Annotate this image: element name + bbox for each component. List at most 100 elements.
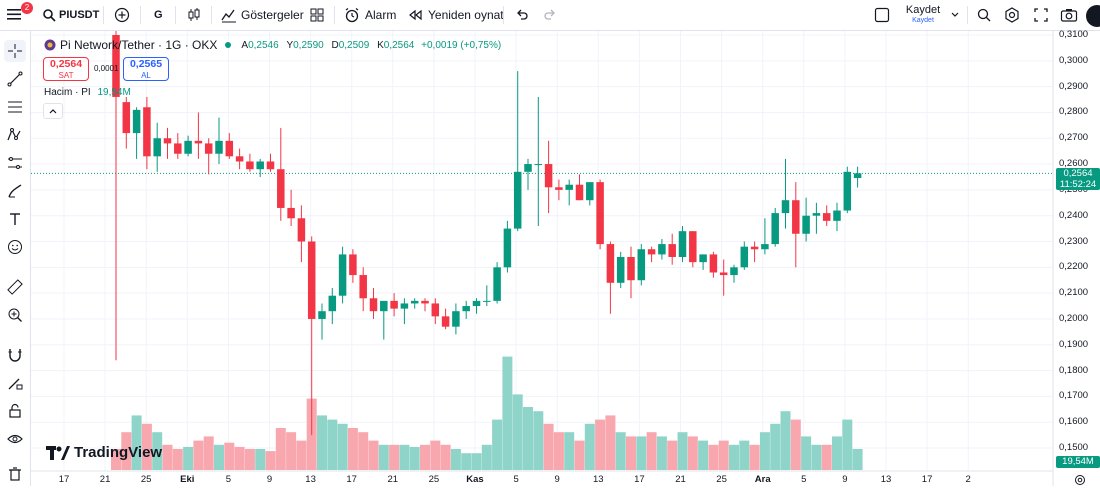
stay-drawing-tool[interactable]	[4, 372, 26, 394]
indicators-button[interactable]: Göstergeler	[221, 0, 304, 31]
volume-bar	[368, 440, 379, 470]
delete-tool[interactable]	[4, 463, 26, 485]
volume-bar	[275, 428, 286, 470]
volume-bar	[770, 423, 781, 470]
candle-body	[689, 231, 697, 263]
candle-body	[822, 213, 831, 221]
user-avatar[interactable]	[1086, 5, 1100, 27]
volume-bar	[183, 446, 194, 470]
indicators-icon	[221, 9, 236, 23]
settings-button[interactable]	[1004, 0, 1020, 31]
buy-button[interactable]: 0,2565 AL	[123, 57, 169, 81]
time-tick-label: Ara	[754, 474, 771, 485]
volume-bar	[780, 411, 791, 470]
sell-button[interactable]: 0,2564 SAT	[43, 57, 89, 81]
volume-bar	[152, 432, 163, 470]
symbol-label: PIUSDT	[59, 9, 100, 21]
time-tick-label: 5	[225, 474, 232, 485]
replay-button[interactable]: Yeniden oynat	[408, 0, 504, 31]
candle-body	[555, 187, 563, 190]
volume-bar	[739, 440, 750, 470]
save-dropdown-button[interactable]	[950, 0, 960, 31]
measure-tool[interactable]	[4, 276, 26, 298]
candles-icon	[188, 8, 200, 21]
collapse-legend-button[interactable]	[43, 103, 63, 119]
candle-body	[143, 107, 151, 157]
emoji-tool[interactable]	[4, 236, 26, 258]
indicators-label: Göstergeler	[241, 8, 304, 22]
fib-tool[interactable]	[4, 96, 26, 118]
brush-tool[interactable]	[4, 180, 26, 202]
last-price-badge: 0,2564 11:52:24	[1056, 168, 1100, 190]
replay-label: Yeniden oynat	[428, 8, 504, 22]
volume-badge: 19,54M	[1056, 456, 1100, 468]
candle-body	[410, 300, 419, 304]
logo-text: TradingView	[74, 444, 163, 461]
rewind-icon	[409, 9, 422, 21]
chart-type-button[interactable]	[186, 0, 202, 31]
price-tick-label: 0,2400	[1059, 209, 1089, 221]
magnet-tool[interactable]	[4, 344, 26, 366]
time-tick-label: 17	[58, 474, 70, 485]
layouts-button[interactable]	[309, 0, 325, 31]
candle-body	[174, 143, 182, 154]
candle-body	[792, 200, 800, 234]
low-value: 0,2509	[338, 39, 370, 51]
volume-bar	[564, 432, 575, 470]
zoom-tool[interactable]	[4, 304, 26, 326]
save-button[interactable]: Kaydet Kaydet	[902, 4, 944, 25]
symbol-search-button[interactable]: PIUSDT	[42, 0, 99, 31]
save-label: Kaydet	[905, 4, 941, 16]
candle-body	[616, 256, 625, 283]
volume-bar	[234, 446, 245, 470]
symbol-title[interactable]: Pi Network/Tether · 1G · OKX	[60, 38, 218, 52]
candle-body	[297, 218, 306, 242]
volume-bar	[265, 451, 276, 470]
pattern-tool[interactable]	[4, 124, 26, 146]
candle-body	[709, 254, 718, 273]
compare-button[interactable]	[114, 0, 130, 31]
redo-button[interactable]	[543, 0, 557, 31]
tradingview-logo[interactable]: TradingView	[46, 444, 162, 461]
prediction-tool[interactable]	[4, 152, 26, 174]
candle-body	[750, 246, 759, 250]
undo-button[interactable]	[515, 0, 529, 31]
magnet-icon	[8, 349, 22, 362]
visibility-tool[interactable]	[4, 428, 26, 450]
menu-button[interactable]	[6, 7, 24, 23]
trendline-tool[interactable]	[4, 68, 26, 90]
crosshair-tool[interactable]	[4, 40, 26, 62]
time-tick-label: 25	[716, 474, 727, 485]
candle-body	[740, 246, 749, 268]
time-tick-label: 5	[801, 474, 807, 485]
candle-body	[338, 254, 347, 296]
volume-bar	[296, 440, 307, 470]
snapshot-button[interactable]	[1060, 0, 1078, 31]
text-tool[interactable]	[4, 208, 26, 230]
open-value: 0,2546	[248, 39, 279, 51]
layout-select-button[interactable]	[874, 0, 890, 31]
volume-bar	[347, 428, 358, 470]
candle-body	[452, 311, 460, 327]
price-tick-label: 0,2600	[1059, 158, 1089, 170]
quick-search-button[interactable]	[976, 0, 992, 31]
high-key: Y	[286, 39, 294, 51]
time-axis-settings[interactable]	[1074, 473, 1086, 491]
volume-bar	[255, 449, 266, 470]
volume-bar	[409, 446, 420, 470]
candle-body	[513, 171, 522, 229]
search-icon	[43, 9, 56, 22]
alarm-button[interactable]: Alarm	[344, 0, 396, 31]
lock-tool[interactable]	[4, 400, 26, 422]
volume-bar	[523, 407, 533, 470]
interval-button[interactable]: G	[154, 0, 163, 31]
fullscreen-button[interactable]	[1033, 0, 1049, 31]
last-price-value: 0,2564	[1063, 168, 1093, 179]
candle-body	[132, 109, 141, 134]
candle-body	[235, 156, 244, 162]
volume-bar	[584, 423, 595, 470]
candle-body	[225, 140, 234, 157]
candle-body	[565, 184, 573, 190]
drawing-toolbar	[0, 31, 31, 486]
